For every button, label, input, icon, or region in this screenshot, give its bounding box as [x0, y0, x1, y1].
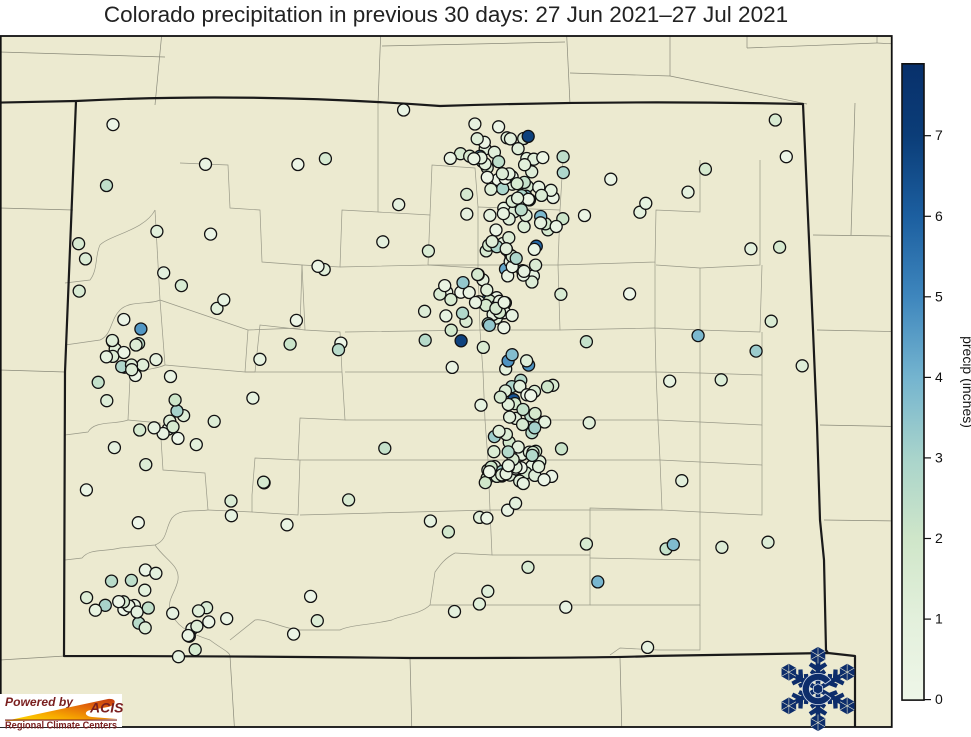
svg-text:5: 5	[935, 288, 943, 304]
svg-text:Regional Climate Centers: Regional Climate Centers	[5, 720, 117, 732]
svg-text:Powered by: Powered by	[5, 697, 74, 709]
svg-text:4: 4	[935, 369, 943, 385]
svg-text:precip (inches): precip (inches)	[960, 336, 971, 428]
svg-text:2: 2	[935, 530, 943, 546]
svg-text:7: 7	[935, 127, 943, 143]
svg-text:3: 3	[935, 449, 943, 465]
svg-text:6: 6	[935, 208, 943, 224]
svg-text:ACIS: ACIS	[89, 700, 124, 716]
svg-text:1: 1	[935, 611, 943, 627]
svg-text:0: 0	[935, 691, 943, 707]
